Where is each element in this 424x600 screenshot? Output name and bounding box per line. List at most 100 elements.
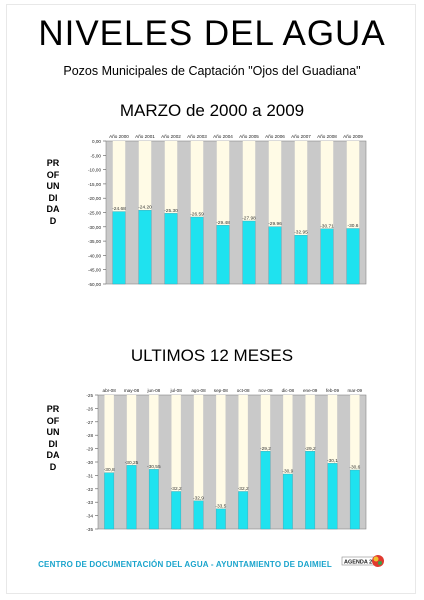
x-tick-label: jul-08 bbox=[170, 388, 183, 393]
data-label: -25.30 bbox=[164, 208, 178, 214]
data-label: -27.98 bbox=[242, 216, 256, 222]
bar bbox=[193, 500, 204, 530]
bar bbox=[305, 451, 316, 530]
y-tick-label: -29 bbox=[86, 447, 93, 452]
data-label: -30.71 bbox=[320, 223, 334, 229]
x-tick-label: Año 2002 bbox=[161, 134, 181, 139]
chart-1-title: MARZO de 2000 a 2009 bbox=[119, 101, 305, 120]
bar bbox=[320, 228, 334, 285]
logo-text: AGENDA 21 bbox=[344, 560, 375, 566]
x-tick-label: Año 2009 bbox=[343, 134, 363, 139]
bar bbox=[138, 210, 152, 285]
x-tick-label: Año 2005 bbox=[239, 134, 259, 139]
bar-column-bg bbox=[171, 395, 181, 529]
y-tick-label: -30 bbox=[86, 460, 93, 465]
chart-1-ylabel: PROFUNDIDAD bbox=[46, 158, 60, 226]
bar bbox=[349, 469, 360, 530]
footer-text: CENTRO DE DOCUMENTACIÓN DEL AGUA - AYUNT… bbox=[38, 560, 332, 569]
bar bbox=[112, 211, 126, 285]
bar bbox=[171, 491, 182, 530]
agenda21-logo-icon: AGENDA 21 bbox=[341, 555, 384, 567]
data-label: -24.20 bbox=[138, 205, 152, 211]
y-tick-label: -15,00 bbox=[88, 182, 101, 187]
page-subtitle: Pozos Municipales de Captación "Ojos del… bbox=[63, 64, 361, 78]
bar bbox=[260, 451, 271, 530]
bar bbox=[215, 508, 226, 530]
data-label: -30.6 bbox=[348, 223, 359, 229]
y-tick-label: 0,00 bbox=[92, 139, 101, 144]
data-label: -32,9 bbox=[193, 495, 204, 501]
page-title: NIVELES DEL AGUA bbox=[38, 14, 386, 53]
data-label: -29,2 bbox=[260, 446, 271, 452]
y-tick-label: -26 bbox=[86, 406, 93, 411]
y-tick-label: -50,00 bbox=[88, 282, 101, 287]
y-tick-label: -30,00 bbox=[88, 225, 101, 230]
x-tick-label: nov-08 bbox=[258, 388, 272, 393]
y-tick-label: -45,00 bbox=[88, 268, 101, 273]
y-tick-label: -31 bbox=[86, 473, 93, 478]
x-tick-label: Año 2003 bbox=[187, 134, 207, 139]
data-label: -26.59 bbox=[190, 212, 204, 218]
data-label: -32,2 bbox=[171, 486, 182, 492]
x-tick-label: Año 2006 bbox=[265, 134, 285, 139]
x-tick-label: sep-08 bbox=[214, 388, 228, 393]
x-tick-label: ene-09 bbox=[303, 388, 318, 393]
y-tick-label: -27 bbox=[86, 420, 93, 425]
chart-2-title: ULTIMOS 12 MESES bbox=[130, 346, 294, 365]
bar-column-bg bbox=[327, 395, 338, 529]
y-tick-label: -33 bbox=[86, 500, 93, 505]
y-tick-label: -10,00 bbox=[88, 168, 101, 173]
y-tick-label: -25 bbox=[86, 393, 93, 398]
x-tick-label: dic-08 bbox=[282, 388, 295, 393]
x-tick-label: ago-08 bbox=[191, 388, 206, 393]
data-label: -29,2 bbox=[305, 446, 316, 452]
plot-area bbox=[97, 394, 367, 530]
data-label: -24.68 bbox=[112, 206, 126, 212]
data-label: -30,25 bbox=[125, 460, 139, 466]
bar bbox=[242, 220, 256, 285]
bar bbox=[268, 226, 282, 285]
bar bbox=[190, 216, 204, 285]
bar bbox=[104, 472, 115, 530]
bar-column-bg bbox=[238, 395, 248, 529]
chart-1: 0,00 -5,00 -10,00 -15,00 -20,00 -25,00 -30,00 -… bbox=[88, 134, 367, 287]
bar bbox=[238, 491, 249, 530]
y-tick-label: -40,00 bbox=[88, 253, 101, 258]
bar bbox=[126, 465, 137, 530]
x-tick-label: Año 2000 bbox=[109, 134, 129, 139]
y-tick-label: -20,00 bbox=[88, 196, 101, 201]
data-label: -29.48 bbox=[216, 220, 230, 226]
bar-column-bg bbox=[216, 395, 226, 529]
data-label: -30,55 bbox=[147, 464, 161, 470]
bar bbox=[164, 213, 178, 285]
x-tick-label: Año 2008 bbox=[317, 134, 337, 139]
bar-column-bg bbox=[104, 395, 114, 529]
x-tick-label: feb-09 bbox=[326, 388, 339, 393]
y-tick-label: -25,00 bbox=[88, 211, 101, 216]
x-tick-label: jun-08 bbox=[146, 388, 160, 393]
y-tick-label: -5,00 bbox=[91, 153, 102, 158]
data-label: -30,6 bbox=[349, 465, 360, 471]
bar bbox=[282, 473, 293, 530]
bar bbox=[327, 463, 338, 530]
bar-column-bg bbox=[126, 395, 137, 529]
y-tick-label: -34 bbox=[86, 514, 93, 519]
y-tick-label: -32 bbox=[86, 487, 93, 492]
chart-2-ylabel: PROFUNDIDAD bbox=[46, 404, 60, 472]
y-tick-label: -28 bbox=[86, 433, 93, 438]
x-tick-label: Año 2007 bbox=[291, 134, 311, 139]
bar-column-bg bbox=[193, 395, 204, 529]
y-tick-label: -35,00 bbox=[88, 239, 101, 244]
bar-column-bg bbox=[149, 395, 159, 529]
x-tick-label: mar-09 bbox=[348, 388, 363, 393]
data-label: -32,2 bbox=[238, 486, 249, 492]
data-label: -33,5 bbox=[215, 503, 226, 509]
data-label: -30,9 bbox=[282, 469, 293, 475]
x-tick-label: abr-08 bbox=[103, 388, 117, 393]
data-label: -32.95 bbox=[294, 230, 308, 236]
bar bbox=[294, 235, 308, 285]
x-tick-label: Año 2001 bbox=[135, 134, 155, 139]
y-tick-label: -35 bbox=[86, 527, 93, 532]
bar-column-bg bbox=[350, 395, 360, 529]
chart-2: -25 -26 -27 -28 -29 -30 -31 -32 -33 -34 -35 abr-08 -… bbox=[86, 388, 367, 532]
